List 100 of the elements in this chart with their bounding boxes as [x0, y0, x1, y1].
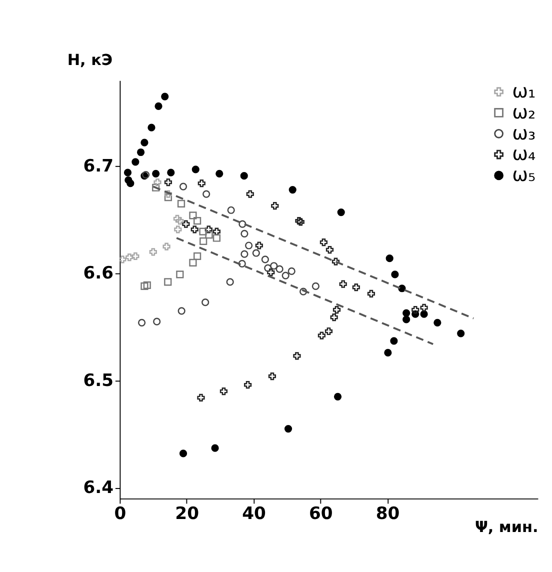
point — [143, 281, 151, 289]
x-tick-label: 0 — [114, 504, 126, 524]
point — [300, 288, 308, 296]
point — [140, 138, 148, 146]
point — [434, 318, 442, 326]
point — [326, 246, 334, 254]
point — [205, 230, 213, 239]
point — [337, 208, 345, 216]
point — [391, 270, 399, 278]
point — [226, 278, 234, 286]
legend-label: ω₁ — [512, 80, 536, 103]
point — [261, 256, 269, 264]
point — [193, 252, 202, 260]
point — [197, 394, 205, 402]
point — [212, 234, 220, 242]
point — [178, 307, 186, 315]
point — [240, 230, 248, 238]
point — [420, 304, 428, 312]
point — [264, 264, 272, 272]
x-tick-label: 60 — [308, 504, 333, 524]
point — [324, 327, 333, 336]
y-tick-label: 6.4 — [83, 478, 114, 498]
point — [402, 309, 410, 317]
point — [173, 214, 182, 223]
point — [193, 217, 202, 225]
point — [120, 256, 126, 264]
point — [162, 242, 170, 250]
point — [189, 258, 197, 266]
point — [182, 220, 190, 228]
point — [199, 228, 207, 236]
point — [202, 190, 210, 198]
y-tick-label: 6.5 — [83, 370, 114, 391]
point — [339, 280, 347, 288]
point — [161, 92, 169, 100]
x-tick-label: 20 — [175, 504, 200, 524]
point — [202, 298, 210, 306]
point — [288, 267, 296, 276]
point — [136, 148, 145, 156]
point — [240, 172, 248, 180]
point — [164, 178, 172, 186]
point — [244, 381, 252, 389]
x-axis-title: Ψ, мин. — [474, 518, 538, 536]
point — [320, 238, 328, 246]
point — [192, 166, 200, 174]
point — [149, 248, 157, 256]
point — [240, 250, 248, 258]
point — [268, 372, 276, 380]
point — [153, 318, 161, 326]
point — [164, 278, 172, 286]
point — [334, 392, 342, 400]
point — [124, 168, 132, 176]
point — [402, 316, 410, 324]
point — [126, 253, 134, 262]
point — [457, 330, 465, 338]
y-tick-label: 6.7 — [83, 156, 114, 176]
point — [154, 178, 162, 186]
point — [211, 444, 219, 452]
point — [179, 182, 188, 190]
point — [220, 387, 228, 396]
point — [176, 217, 184, 225]
point — [255, 242, 263, 250]
point — [284, 424, 292, 433]
point — [126, 180, 134, 188]
point — [330, 314, 338, 322]
y-axis-title: H, кЭ — [67, 50, 113, 69]
point — [154, 102, 162, 110]
point — [412, 306, 420, 314]
legend-label: ω₅ — [512, 164, 536, 186]
point — [271, 202, 279, 210]
point — [293, 352, 301, 360]
point — [227, 206, 235, 214]
point — [282, 272, 290, 280]
point — [204, 226, 212, 234]
point — [189, 212, 197, 220]
point — [332, 306, 341, 314]
point — [288, 186, 296, 194]
point — [148, 124, 156, 132]
point — [244, 242, 253, 250]
point — [420, 310, 428, 318]
point — [390, 337, 398, 345]
legend-label: ω₂ — [512, 101, 536, 124]
point — [200, 237, 208, 246]
point — [179, 450, 188, 458]
point — [216, 170, 224, 178]
point — [138, 318, 146, 326]
legend-label: ω₃ — [512, 122, 536, 144]
point — [246, 190, 254, 198]
point — [152, 170, 160, 178]
point — [352, 284, 360, 292]
point — [386, 254, 394, 262]
point — [367, 290, 376, 298]
point — [252, 249, 260, 257]
point — [132, 252, 140, 260]
x-tick-label: 40 — [242, 504, 266, 524]
point — [152, 184, 160, 192]
legend-label: ω₄ — [512, 143, 536, 166]
point — [212, 228, 220, 236]
point — [238, 260, 246, 268]
point — [332, 258, 340, 266]
point — [267, 268, 275, 276]
